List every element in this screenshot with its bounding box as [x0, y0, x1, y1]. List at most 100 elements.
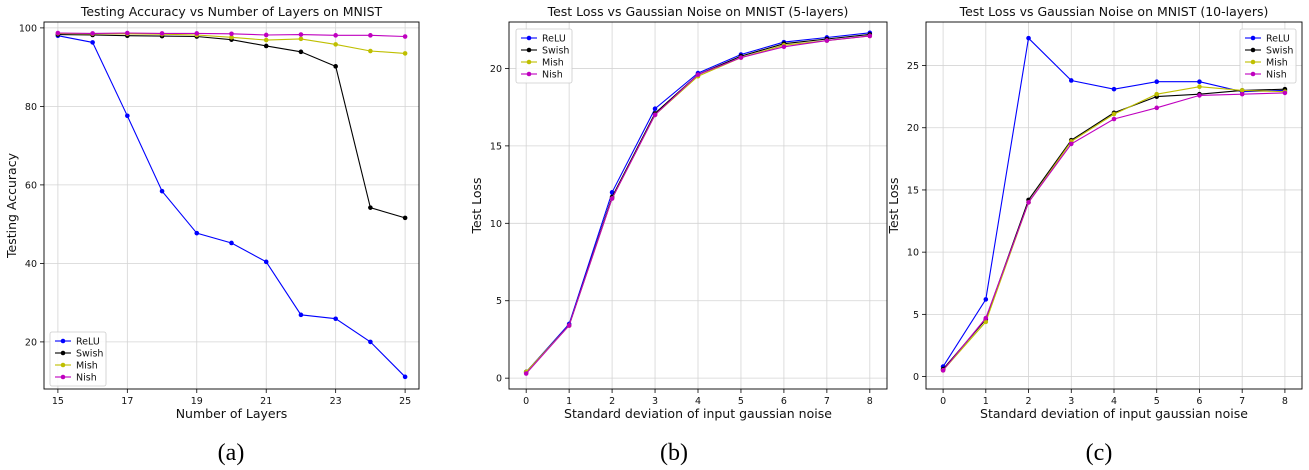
- data-point-nish: [1068, 141, 1074, 147]
- data-point-nish: [523, 371, 529, 376]
- data-point-nish: [333, 33, 338, 38]
- series-line-relu: [57, 35, 406, 378]
- x-axis-label: Standard deviation of input gaussian noi…: [564, 406, 832, 421]
- data-point-mish: [298, 36, 304, 42]
- y-axis-label: Test Loss: [469, 177, 484, 234]
- data-point-relu: [652, 106, 658, 112]
- data-point-nish: [695, 72, 701, 77]
- data-point-nish: [738, 55, 744, 60]
- x-tick-label: 23: [330, 396, 342, 407]
- plot-frame: [508, 21, 888, 390]
- y-tick-label: 5: [913, 310, 919, 321]
- data-point-nish: [983, 315, 989, 321]
- legend-swatch-marker: [60, 338, 66, 344]
- legend-swatch-marker: [526, 35, 532, 41]
- y-axis-label: Testing Accuracy: [4, 152, 19, 259]
- data-point-nish: [1111, 116, 1117, 122]
- data-point-nish: [263, 32, 269, 38]
- data-point-relu: [194, 230, 200, 236]
- data-point-nish: [652, 112, 658, 118]
- legend-box: [515, 28, 573, 84]
- legend-swatch-marker: [1250, 71, 1256, 77]
- legend-label: Swish: [1266, 45, 1293, 56]
- legend-label: Mish: [1266, 57, 1288, 68]
- data-point-relu: [263, 259, 269, 265]
- data-point-relu: [333, 316, 338, 322]
- legend-swatch-marker: [526, 47, 532, 53]
- y-axis-label: Test Loss: [886, 177, 901, 234]
- data-point-nish: [1197, 93, 1202, 98]
- data-point-relu: [402, 374, 408, 380]
- x-tick-label: 15: [52, 396, 64, 407]
- y-tick-label: 20: [25, 337, 37, 348]
- legend-swatch-marker: [60, 350, 66, 356]
- legend-label: Swish: [76, 348, 103, 359]
- legend-label: Nish: [1266, 69, 1287, 80]
- data-point-nish: [55, 30, 61, 36]
- x-tick-label: 3: [652, 396, 658, 407]
- data-point-mish: [1239, 88, 1245, 93]
- x-tick-label: 8: [867, 396, 873, 407]
- data-point-mish: [402, 51, 408, 56]
- chart-title: Testing Accuracy vs Number of Layers on …: [80, 4, 383, 19]
- y-tick-label: 5: [496, 296, 502, 307]
- legend-label: Mish: [542, 57, 564, 68]
- y-tick-label: 40: [25, 259, 37, 270]
- plot-frame: [925, 21, 1303, 390]
- y-tick-label: 15: [490, 141, 502, 152]
- data-point-relu: [298, 312, 304, 318]
- x-tick-label: 21: [260, 396, 272, 407]
- y-tick-label: 60: [25, 180, 37, 191]
- y-tick-label: 100: [19, 23, 37, 34]
- x-tick-label: 2: [1026, 396, 1032, 407]
- x-tick-label: 8: [1282, 396, 1288, 407]
- data-point-relu: [90, 40, 95, 45]
- plot-frame: [43, 21, 420, 390]
- data-point-nish: [402, 34, 408, 39]
- legend-swatch-marker: [60, 374, 66, 380]
- data-point-relu: [1197, 79, 1202, 85]
- y-tick-label: 10: [490, 219, 502, 230]
- legend-swatch-marker: [526, 71, 532, 77]
- y-tick-label: 20: [907, 123, 919, 134]
- x-tick-label: 2: [609, 396, 615, 407]
- legend-swatch-marker: [1250, 35, 1256, 41]
- legend-box: [1239, 28, 1297, 84]
- y-tick-label: 20: [490, 64, 502, 75]
- data-point-relu: [159, 188, 165, 194]
- data-point-relu: [1026, 35, 1031, 41]
- x-tick-label: 7: [1239, 396, 1245, 407]
- data-point-nish: [1026, 200, 1031, 205]
- x-tick-label: 7: [824, 396, 830, 407]
- data-point-swish: [402, 215, 408, 221]
- data-point-nish: [566, 323, 572, 328]
- data-point-relu: [1068, 78, 1074, 83]
- panel-caption: (b): [660, 440, 688, 466]
- data-point-relu: [125, 113, 130, 119]
- data-point-nish: [125, 30, 130, 36]
- legend-label: ReLU: [542, 33, 566, 44]
- chart-panel: 0 1 2 3 4 5 6 7 8 0 5 10 15 20 Test Loss vs Gaussian N…: [469, 4, 888, 466]
- data-point-relu: [229, 240, 234, 246]
- data-point-swish: [298, 49, 304, 55]
- data-point-mish: [263, 37, 269, 43]
- panel-caption: (c): [1086, 440, 1113, 466]
- y-tick-label: 10: [907, 248, 919, 259]
- chart-panel: 0 1 2 3 4 5 6 7 8 0 5 10 15 20 25 Test Loss vs Gaussian…: [886, 4, 1303, 466]
- y-tick-label: 0: [496, 374, 502, 385]
- data-point-nish: [867, 33, 873, 39]
- legend-box: [49, 331, 107, 387]
- data-point-nish: [1282, 90, 1288, 96]
- data-point-mish: [333, 42, 338, 47]
- data-point-relu: [983, 297, 989, 302]
- legend-swatch-marker: [1250, 59, 1256, 65]
- x-axis-label: Number of Layers: [176, 406, 288, 421]
- x-tick-label: 5: [738, 396, 744, 407]
- x-tick-label: 6: [781, 396, 787, 407]
- legend-swatch-marker: [526, 59, 532, 65]
- data-point-mish: [1154, 91, 1160, 97]
- chart-title: Test Loss vs Gaussian Noise on MNIST (10…: [959, 4, 1269, 19]
